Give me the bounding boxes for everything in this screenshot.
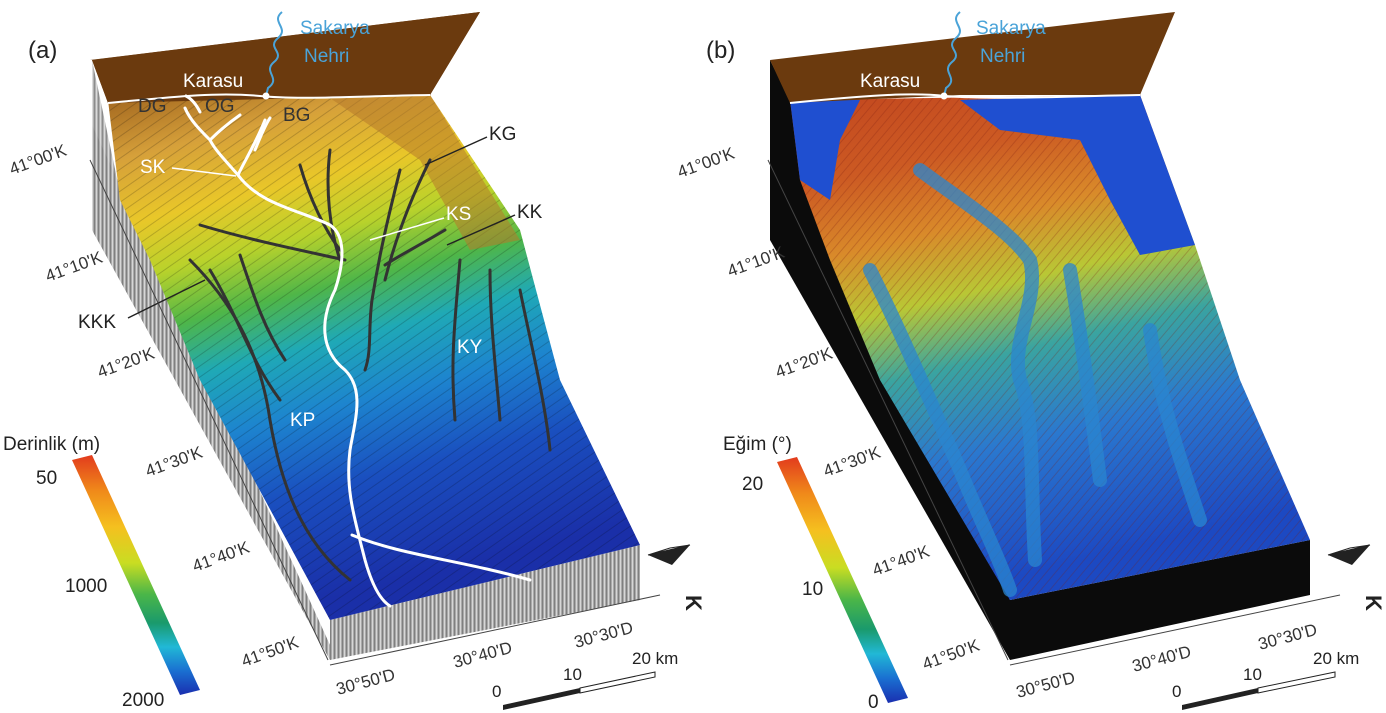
feature-label-kkk: KKK [78, 312, 116, 333]
lat-tick-b-5: 41°50'K [920, 635, 983, 673]
flat-shelf-east-b [960, 95, 1195, 255]
secondary-channels-a [188, 148, 552, 582]
lat-tick-a-5: 41°50'K [239, 632, 302, 670]
feature-label-kk: KK [517, 202, 543, 223]
colorbar-b-tick-0: 20 [742, 474, 763, 495]
river-label-line1-b: Sakarya [976, 18, 1046, 39]
karasu-town-marker-b [940, 92, 948, 100]
lon-tick-a-2: 30°30'D [572, 618, 635, 652]
feature-label-ky: KY [457, 337, 483, 358]
lat-tick-a-4: 41°40'K [190, 537, 253, 575]
lon-tick-a-0: 30°50'D [334, 665, 397, 699]
panel-a-label: (a) [28, 37, 57, 64]
colorbar-b: Eğim (°) 20 10 0 [723, 434, 908, 713]
lat-tick-b-2: 41°20'K [773, 343, 836, 381]
lat-tick-a-3: 41°30'K [143, 442, 206, 480]
colorbar-a-title: Derinlik (m) [3, 434, 100, 455]
main-channel-a [183, 94, 532, 608]
north-arrow-b: K [1327, 544, 1386, 611]
colorbar-b-tick-2: 0 [868, 692, 879, 713]
block-a-front-wall [330, 545, 640, 660]
town-label-b: Karasu [860, 71, 920, 92]
north-label-a: K [681, 595, 706, 611]
lon-axis-b [1009, 594, 1341, 666]
feature-label-ks: KS [446, 204, 471, 225]
scale-tick-a-1: 10 [563, 665, 582, 684]
river-label-line2-a: Nehri [304, 46, 349, 67]
scale-tick-b-2: 20 km [1313, 649, 1359, 668]
colorbar-b-ramp [777, 457, 908, 703]
lat-tick-a-1: 41°10'K [43, 247, 106, 285]
panel-b-label: (b) [706, 37, 735, 64]
karasu-town-marker-a [262, 92, 270, 100]
scale-tick-b-1: 10 [1243, 665, 1262, 684]
pointer-kk [446, 214, 516, 246]
lat-tick-b-1: 41°10'K [725, 242, 788, 280]
town-label-a: Karasu [183, 71, 243, 92]
panel-a: (a) [3, 11, 706, 711]
colorbar-b-title: Eğim (°) [723, 434, 792, 455]
colorbar-a-tick-2: 2000 [122, 690, 164, 711]
land-area-b [770, 12, 1175, 103]
colorbar-a-tick-1: 1000 [65, 576, 107, 597]
feature-label-sk: SK [140, 157, 166, 178]
feature-label-bg: BG [283, 105, 310, 126]
feature-label-dg: DG [138, 96, 167, 117]
feature-label-og: OG [205, 96, 235, 117]
lat-axis-b [767, 159, 1009, 661]
lon-tick-b-2: 30°30'D [1256, 620, 1319, 654]
panel-b: (b) Sakarya Nehri Karasu 41°00'K 41°10'K [675, 11, 1386, 713]
lat-tick-a-2: 41°20'K [95, 343, 158, 381]
coastline-a [107, 93, 431, 104]
lat-tick-b-0: 41°00'K [675, 143, 738, 181]
pointer-kkk [127, 279, 206, 319]
lat-axis-a [89, 159, 329, 661]
lat-tick-b-3: 41°30'K [821, 442, 884, 480]
pointer-kg [424, 136, 488, 166]
lon-axis-a [329, 594, 661, 666]
lon-tick-b-1: 30°40'D [1130, 642, 1193, 676]
colorbar-a-tick-0: 50 [36, 468, 57, 489]
block-b-front-wall [1010, 540, 1310, 660]
scale-tick-a-0: 0 [492, 682, 501, 701]
pointer-sk [171, 167, 237, 177]
sakarya-river-a [265, 11, 283, 97]
scale-bar-a: 0 10 20 km [492, 649, 678, 710]
colorbar-b-tick-1: 10 [802, 579, 823, 600]
river-label-line1-a: Sakarya [300, 18, 370, 39]
scale-tick-a-2: 20 km [632, 649, 678, 668]
river-label-line2-b: Nehri [980, 46, 1025, 67]
colorbar-a: Derinlik (m) 50 1000 2000 [3, 434, 200, 711]
feature-label-kp: KP [290, 410, 315, 431]
colorbar-a-ramp [72, 455, 200, 695]
lat-tick-b-4: 41°40'K [870, 541, 933, 579]
scale-bar-b: 0 10 20 km [1172, 649, 1359, 710]
north-label-b: K [1361, 595, 1386, 611]
lon-tick-a-1: 30°40'D [451, 638, 514, 672]
lon-tick-b-0: 30°50'D [1014, 668, 1077, 702]
feature-label-kg: KG [489, 124, 516, 145]
pointer-ks [369, 217, 445, 241]
sakarya-river-b [943, 11, 961, 97]
flat-shelf-west-b [790, 100, 860, 200]
lat-tick-a-0: 41°00'K [7, 140, 70, 178]
north-arrow-a: K [647, 544, 706, 611]
scale-tick-b-0: 0 [1172, 682, 1181, 701]
channel-corridors-b [863, 163, 1207, 597]
